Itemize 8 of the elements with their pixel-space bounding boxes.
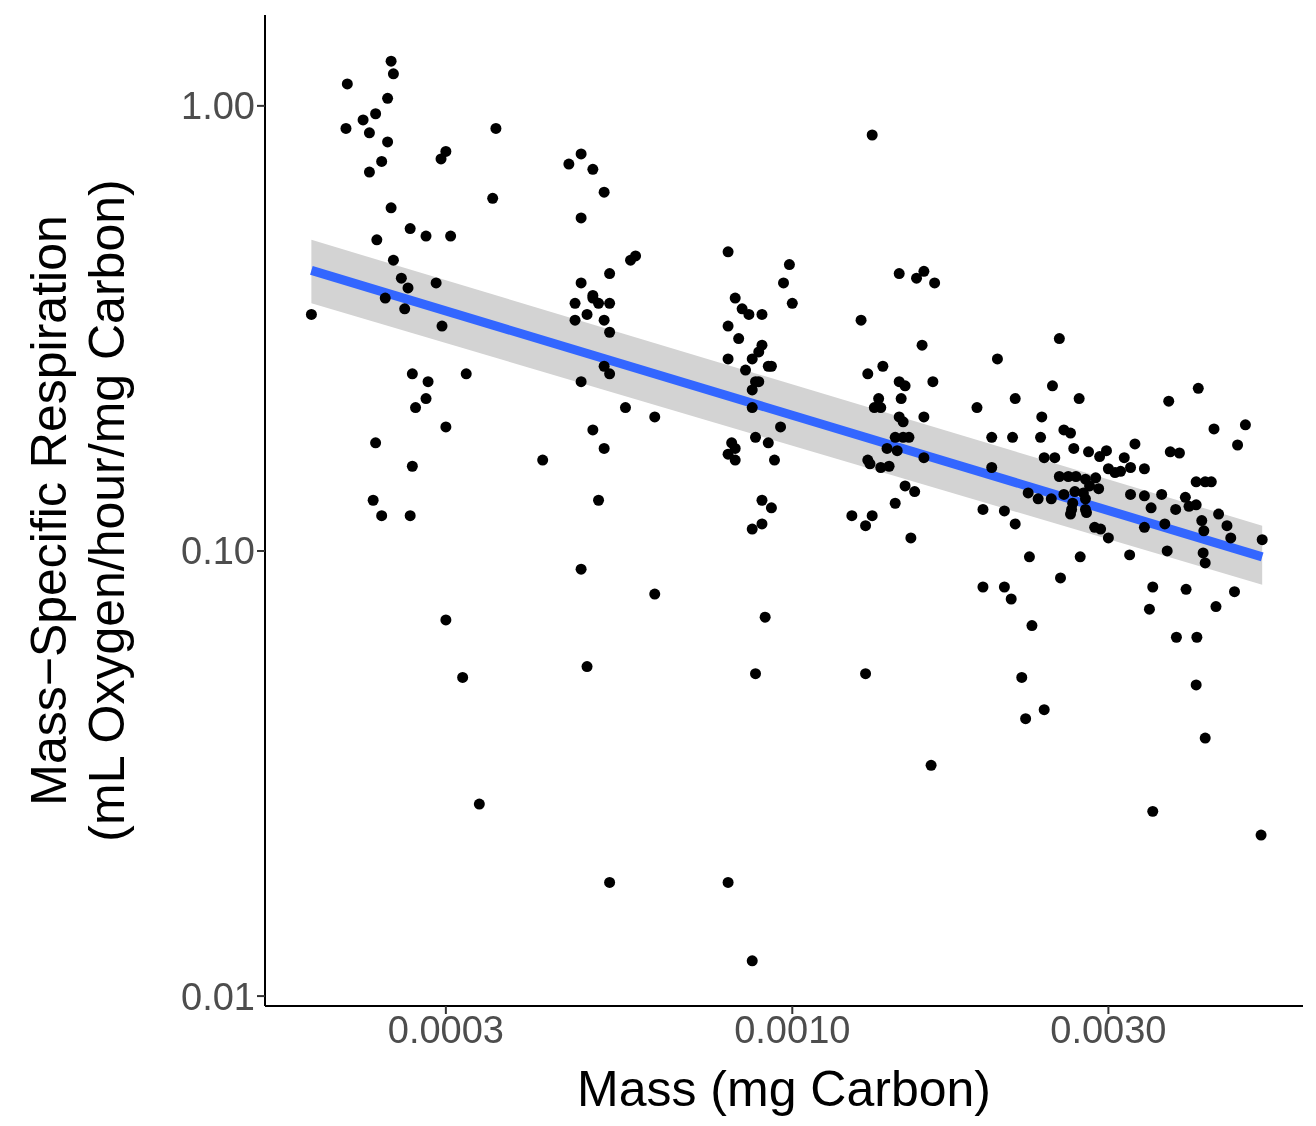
x-tick-label: 0.0010 — [734, 1008, 851, 1051]
y-tick-label: 0.01 — [181, 975, 255, 1018]
x-tick-label: 0.0003 — [387, 1008, 504, 1051]
x-axis-title: Mass (mg Carbon) — [577, 1061, 991, 1117]
y-tick-label: 1.00 — [181, 85, 255, 128]
y-axis-title: Mass−Specific Respiration (mL Oxygen/hour/mg Carbon) — [21, 179, 135, 842]
y-tick-label: 0.10 — [181, 530, 255, 573]
x-tick-label: 0.0030 — [1050, 1008, 1167, 1051]
